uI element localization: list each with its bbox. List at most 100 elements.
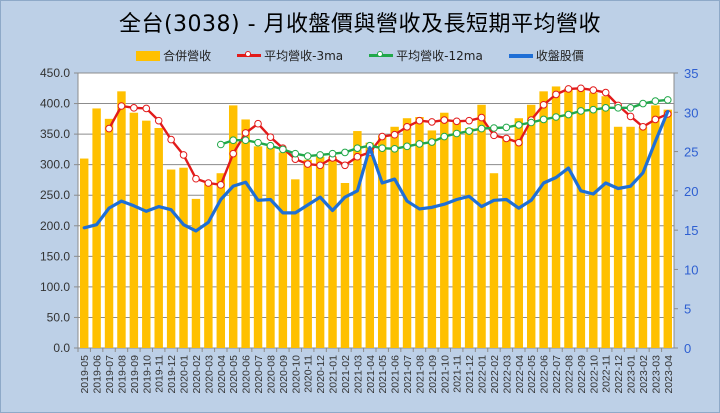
revenue-bar [365,142,375,348]
line-marker [601,88,610,97]
line-marker [465,116,473,125]
revenue-bar [626,126,635,349]
x-tick-label: 2020-03 [203,355,215,394]
y-left-tick-label: 250.0 [40,188,70,202]
line-marker [390,130,399,139]
line-marker [378,144,387,152]
line-marker [341,161,349,170]
revenue-bar [402,118,412,348]
line-marker [539,100,548,109]
revenue-bar [303,159,312,348]
legend-label: 平均營收-12ma [396,49,483,63]
line-marker [241,136,250,145]
line-marker [142,104,151,113]
line-marker [254,119,262,128]
line-marker [465,127,473,135]
revenue-bar [564,88,573,349]
line-marker [291,149,300,158]
moving-average-line [107,87,669,187]
price-line [82,109,670,233]
line-marker [316,151,324,159]
x-tick-label: 2019-11 [154,355,166,393]
line-marker [403,122,411,131]
x-tick-label: 2021-11 [452,355,464,393]
y-right-tick-label: 20 [684,184,698,199]
line-marker [229,149,238,158]
y-left-tick-label: 400.0 [40,97,70,111]
x-tick-label: 2023-04 [663,355,675,394]
revenue-bar [216,173,226,348]
legend-label: 合併營收 [163,49,212,63]
revenue-bar [427,130,437,348]
x-tick-label: 2022-08 [563,355,575,394]
y-right-tick-label: 0 [684,341,691,356]
revenue-bar [502,136,511,348]
y-left-tick-label: 150.0 [40,249,70,263]
y-left-tick-label: 300.0 [40,158,70,172]
line-marker [440,116,449,124]
line-marker [266,133,275,141]
x-tick-label: 2021-05 [377,355,389,394]
x-tick-label: 2020-11 [303,355,315,393]
legend-line-marker-icon [369,51,394,57]
line-marker [477,124,486,133]
x-tick-label: 2021-12 [464,355,476,394]
line-marker [514,138,523,147]
line-marker [316,161,324,170]
revenue-bar [191,198,201,348]
x-tick-label: 2021-04 [365,355,377,394]
line-marker [626,112,635,121]
chart-legend: 合併營收 平均營收-3ma 平均營收-12ma 收盤股價 [0,47,720,64]
x-tick-label: 2021-08 [414,355,426,394]
line-marker [179,151,188,159]
line-marker [502,134,511,143]
y-right-tick-label: 30 [684,105,698,120]
line-marker [490,124,498,132]
line-marker [552,113,560,121]
x-tick-label: 2019-07 [104,355,116,394]
revenue-bar [104,118,114,348]
x-tick-label: 2020-05 [228,355,240,394]
line-marker [303,160,312,168]
line-marker [539,115,548,124]
line-marker [154,116,163,125]
revenue-bar [142,120,151,349]
x-tick-label: 2022-09 [576,355,588,394]
x-tick-label: 2021-10 [439,355,451,394]
line-marker [241,129,250,137]
x-tick-label: 2021-03 [352,355,364,394]
y-left-tick-label: 0.0 [53,341,70,355]
line-marker [254,138,262,147]
x-tick-label: 2020-06 [241,355,253,394]
x-tick-label: 2022-07 [551,355,563,394]
legend-item-revenue: 合併營收 [136,47,211,64]
line-marker [341,148,349,157]
legend-bar-swatch-icon [136,50,161,61]
line-marker [167,135,175,144]
line-marker [502,123,511,132]
y-right-tick-label: 35 [684,66,698,81]
legend-item-3ma: 平均營收-3ma [237,47,343,64]
revenue-bar [328,156,337,348]
x-tick-label: 2020-01 [179,355,191,394]
x-tick-label: 2019-08 [116,355,128,394]
x-tick-label: 2022-02 [489,355,501,394]
x-tick-label: 2019-05 [79,355,91,394]
line-marker [440,132,449,141]
x-tick-label: 2020-07 [253,355,265,394]
revenue-bar [129,112,139,348]
revenue-bar [154,128,163,348]
line-marker [378,132,387,141]
legend-label: 平均營收-3ma [264,49,344,63]
legend-line-marker-icon [237,51,262,57]
line-marker [266,141,275,150]
line-marker [514,121,523,129]
revenue-bar [477,104,486,349]
line-marker [216,181,225,189]
revenue-bar [377,135,387,348]
revenue-bar [228,105,238,348]
revenue-bar [266,146,275,348]
line-marker [639,122,647,131]
line-marker [279,145,287,154]
